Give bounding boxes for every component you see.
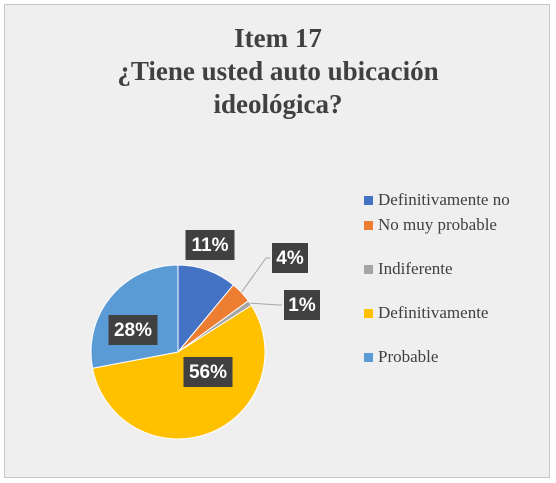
legend-item: Definitivamente no	[364, 190, 539, 209]
legend-item: Definitivamente	[364, 303, 539, 322]
legend-label: No muy probable	[378, 215, 497, 234]
legend-swatch	[364, 265, 373, 274]
legend-label: Indiferente	[378, 259, 453, 278]
legend-item: Indiferente	[364, 259, 539, 278]
label-box	[108, 315, 158, 345]
label-box	[284, 290, 320, 320]
legend-label: Definitivamente	[378, 303, 489, 322]
value-label: 4%	[276, 248, 304, 269]
value-label: 1%	[288, 295, 316, 316]
legend: Definitivamente no No muy probable Indifer…	[364, 190, 539, 391]
legend-swatch	[364, 353, 373, 362]
label-box	[272, 243, 308, 273]
leader-line	[241, 257, 270, 293]
chart-area	[4, 4, 550, 478]
label-box	[185, 230, 235, 260]
value-label: 28%	[114, 320, 152, 341]
legend-label: Definitivamente no	[378, 190, 510, 209]
chart-title: Item 17	[234, 23, 322, 53]
legend-swatch	[364, 221, 373, 230]
legend-swatch	[364, 309, 373, 318]
value-label: 11%	[192, 235, 229, 256]
value-label: 56%	[189, 362, 227, 383]
title-block: Item 17 ¿Tiene usted auto ubicación ideo…	[60, 22, 496, 121]
pie-slice	[91, 304, 266, 440]
label-box	[183, 357, 233, 387]
legend-swatch	[364, 196, 373, 205]
leader-line	[249, 302, 282, 306]
chart-subtitle: ¿Tiene usted auto ubicación ideológica?	[117, 56, 439, 119]
legend-item: Probable	[364, 347, 539, 366]
legend-label: Probable	[378, 347, 439, 366]
legend-item: No muy probable	[364, 215, 539, 234]
